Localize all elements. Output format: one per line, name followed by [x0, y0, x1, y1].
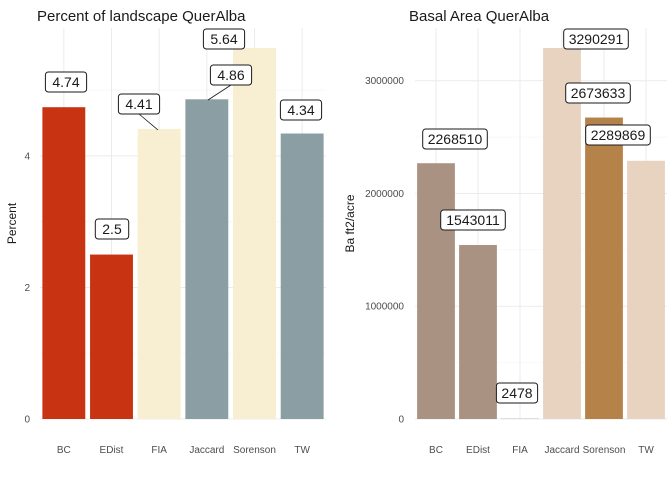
y-tick-label: 2000000 — [365, 189, 404, 200]
data-label-edist: 1543011 — [441, 210, 506, 230]
data-label-text: 1543011 — [446, 212, 500, 228]
y-tick-label: 2 — [24, 283, 30, 294]
data-label-text: 2.5 — [102, 221, 122, 237]
data-label-text: 5.64 — [210, 31, 237, 47]
data-label-bc: 2268510 — [423, 129, 488, 149]
x-tick-label: EDist — [100, 445, 124, 456]
chart-panel-1: 0 2 4 BC EDist FIA Jaccard Sorenson TW Percent of… — [5, 8, 326, 456]
data-label-text: 3290291 — [569, 31, 624, 47]
y-tick-label: 0 — [24, 415, 30, 426]
data-label-text: 2478 — [501, 385, 532, 401]
data-label-text: 4.74 — [52, 74, 79, 90]
bar-fia — [138, 129, 181, 419]
y-tick-label: 3000000 — [365, 76, 404, 87]
x-tick-label: TW — [294, 445, 310, 456]
data-label-text: 2289869 — [591, 127, 646, 143]
chart-title: Basal Area QuerAlba — [409, 8, 550, 25]
y-tick-label: 0 — [398, 415, 404, 426]
bar-bc — [42, 107, 85, 419]
x-tick-label: FIA — [151, 445, 167, 456]
y-tick-label: 1000000 — [365, 302, 404, 313]
data-label-bc: 4.74 — [45, 72, 86, 92]
chart-panel-2: 0 1000000 2000000 3000000 BC EDist FIA Jaccard S… — [343, 8, 667, 456]
label-leader-line — [139, 114, 158, 130]
x-tick-label: TW — [638, 445, 654, 456]
bar-bc — [417, 163, 455, 419]
x-tick-label: Sorenson — [583, 445, 626, 456]
x-tick-label: EDist — [466, 445, 490, 456]
x-tick-label: Jaccard — [544, 445, 579, 456]
chart-title: Percent of landscape QuerAlba — [37, 8, 246, 25]
data-label-text: 4.86 — [217, 67, 244, 83]
bar-tw — [627, 161, 665, 419]
x-tick-label: BC — [57, 445, 71, 456]
data-label-text: 2268510 — [428, 131, 483, 147]
x-tick-label: BC — [429, 445, 443, 456]
bar-sorenson — [585, 118, 623, 419]
data-label-text: 2673633 — [571, 85, 626, 101]
y-tick-label: 4 — [24, 151, 30, 162]
bar-edist — [90, 255, 133, 419]
y-axis-title: Percent — [5, 202, 19, 244]
data-label-fia: 4.41 — [118, 94, 159, 130]
x-tick-label: Jaccard — [189, 445, 224, 456]
data-label-fia: 2478 — [496, 383, 537, 403]
data-label-sorenson: 2673633 — [566, 83, 631, 103]
bar-edist — [459, 245, 497, 419]
bar-jaccard — [185, 99, 228, 419]
x-tick-label: Sorenson — [233, 445, 276, 456]
data-label-sorenson: 5.64 — [203, 29, 244, 49]
data-label-tw: 4.34 — [280, 100, 321, 120]
data-label-tw: 2289869 — [586, 125, 651, 145]
data-label-jaccard: 3290291 — [564, 29, 629, 49]
data-label-text: 4.41 — [125, 96, 152, 112]
bar-sorenson — [233, 48, 276, 419]
label-leader-line — [208, 85, 231, 100]
x-tick-label: FIA — [512, 445, 528, 456]
data-label-edist: 2.5 — [95, 219, 128, 239]
bar-jaccard — [543, 48, 581, 419]
y-axis-title: Ba ft2/acre — [343, 194, 357, 252]
data-label-text: 4.34 — [287, 102, 314, 118]
bar-tw — [281, 134, 324, 419]
